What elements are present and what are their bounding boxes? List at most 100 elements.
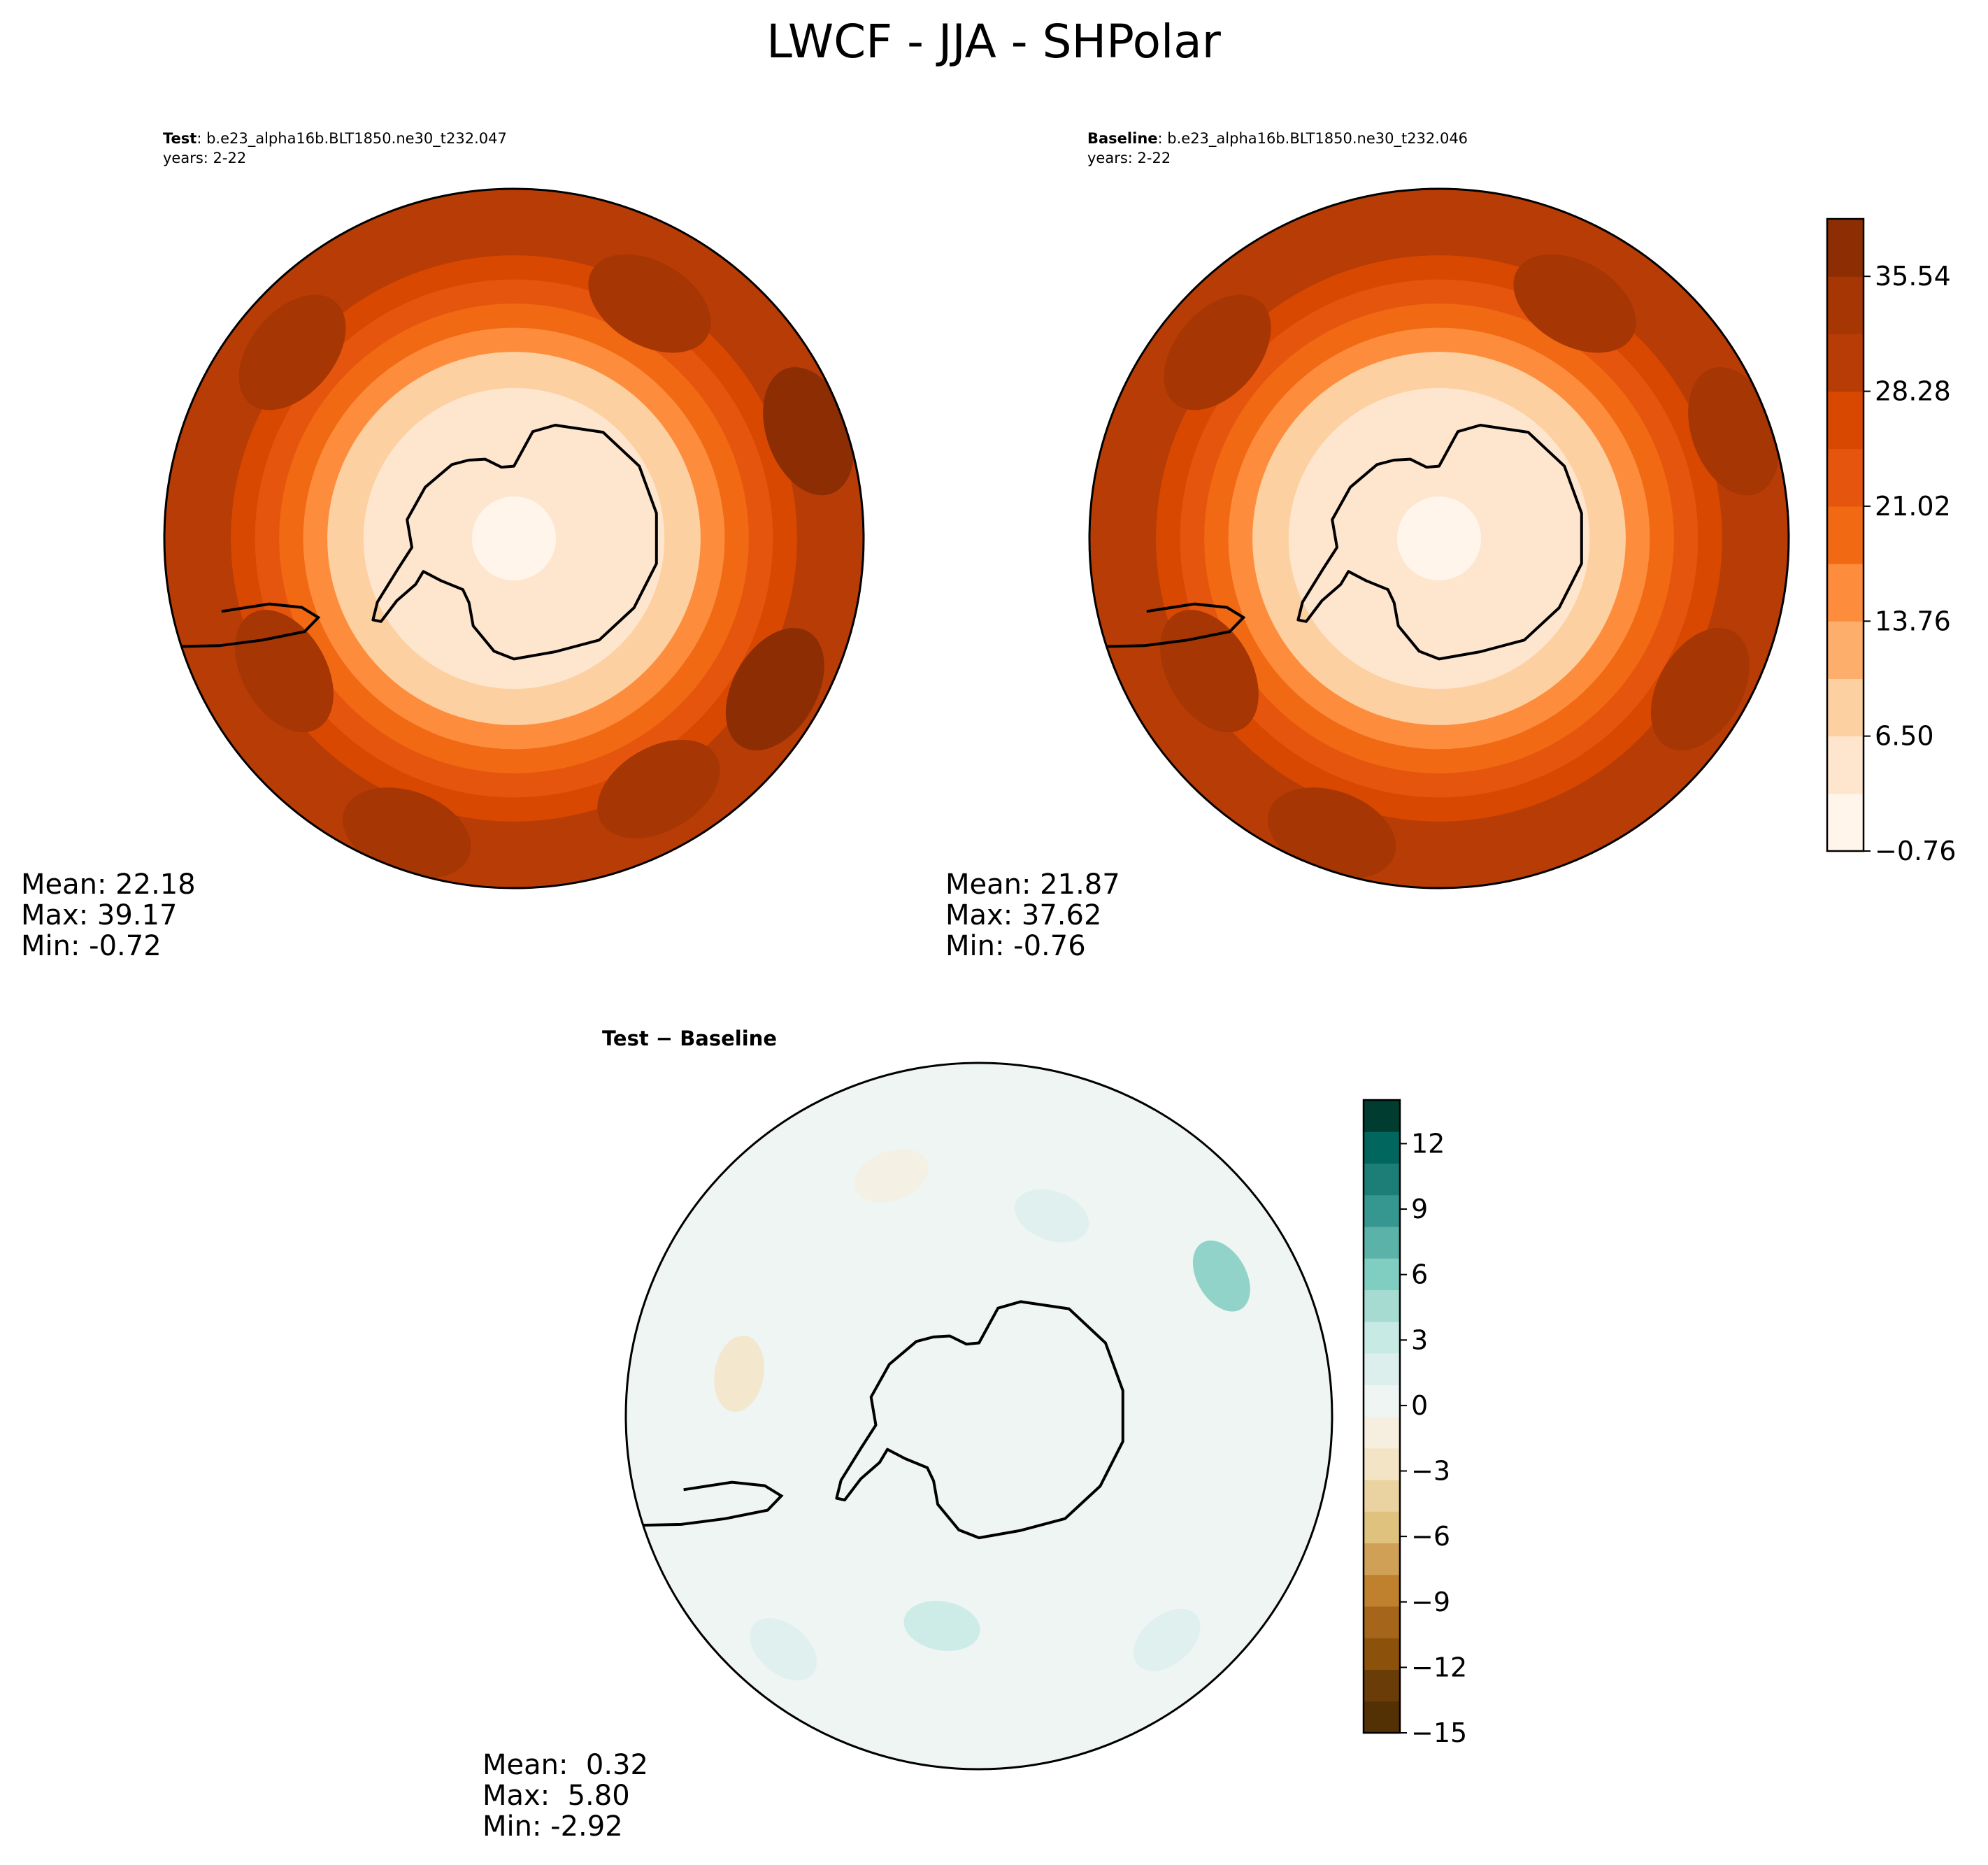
panel-test: Test: b.e23_alpha16b.BLT1850.ne30_t232.0…	[21, 130, 865, 962]
colorbar-segment	[1827, 678, 1864, 737]
test-map	[164, 189, 864, 888]
colorbar-segment	[1364, 1669, 1400, 1702]
baseline-title-rest: : b.e23_alpha16b.BLT1850.ne30_t232.046	[1158, 130, 1468, 148]
colorbar-segment	[1364, 1131, 1400, 1164]
baseline-coastline	[1106, 424, 1583, 661]
diff-blob	[903, 1601, 980, 1651]
panel-diff: Test − Baseline Mean: 0.32 Max: 5.80 Min…	[482, 1027, 1333, 1843]
colorbar-segment	[1827, 621, 1864, 679]
colorbar-tick-label: 9	[1411, 1194, 1428, 1224]
colorbar-segment	[1364, 1163, 1400, 1196]
test-title-rest: : b.e23_alpha16b.BLT1850.ne30_t232.047	[196, 130, 507, 148]
test-max: Max: 39.17	[21, 899, 177, 931]
baseline-min: Min: -0.76	[945, 930, 1086, 962]
diff-blob	[714, 1336, 764, 1413]
colorbar-segment	[1364, 1321, 1400, 1354]
baseline-years: years: 2-22	[1087, 150, 1171, 166]
colorbar-segment	[1827, 736, 1864, 794]
diff-max: Max: 5.80	[482, 1780, 630, 1812]
test-field	[164, 189, 864, 888]
field-blob	[597, 739, 720, 838]
test-coastline	[181, 424, 658, 661]
colorbar-tick-label: −0.76	[1875, 836, 1956, 866]
colorbar-tick-label: 3	[1411, 1324, 1428, 1355]
diff-blob	[1015, 1189, 1089, 1243]
colorbar-tick-label: 35.54	[1875, 261, 1951, 292]
diff-map-boundary	[624, 1062, 1333, 1771]
south-america-coastline	[643, 1480, 784, 1527]
colorbar-segment	[1364, 1638, 1400, 1670]
field-blob	[238, 294, 346, 410]
colorbar-diff: −15 −12 −9 −6 −3 0 3 6 9 12	[1362, 1099, 1467, 1748]
colorbar-tick-label: −12	[1411, 1652, 1467, 1682]
colorbar-segment	[1364, 1480, 1400, 1512]
baseline-max: Max: 37.62	[945, 899, 1101, 931]
field-blob	[343, 787, 471, 879]
baseline-field	[1089, 189, 1789, 888]
field-blob	[1650, 627, 1750, 751]
diff-blob	[854, 1149, 929, 1203]
baseline-map	[1089, 189, 1789, 888]
colorbar-segment	[1364, 1416, 1400, 1449]
colorbar-segment	[1827, 506, 1864, 564]
field-zone	[472, 496, 556, 580]
diff-field	[626, 1063, 1332, 1769]
baseline-mean: Mean: 21.87	[945, 869, 1120, 901]
colorbar-tick-label: −3	[1411, 1456, 1450, 1487]
colorbar-segment	[1364, 1258, 1400, 1290]
baseline-map-boundary	[1088, 187, 1790, 889]
field-blob	[1164, 294, 1271, 410]
colorbar-segment	[1364, 1385, 1400, 1417]
colorbar-segment	[1364, 1448, 1400, 1480]
diff-blob	[1133, 1608, 1201, 1671]
colorbar-segment	[1827, 391, 1864, 450]
field-blob	[588, 254, 711, 353]
baseline-title: Baseline: b.e23_alpha16b.BLT1850.ne30_t2…	[1087, 130, 1468, 148]
colorbar-segment	[1364, 1701, 1400, 1734]
field-blob	[1688, 367, 1780, 496]
colorbar-segment	[1364, 1511, 1400, 1543]
colorbar-tick-label: −15	[1411, 1717, 1467, 1748]
colorbar-segment	[1827, 219, 1864, 277]
diff-coastline	[643, 1300, 1124, 1540]
colorbar-segment	[1827, 334, 1864, 392]
colorbar-tick-label: −6	[1411, 1521, 1450, 1552]
colorbar-tick-label: −9	[1411, 1587, 1450, 1617]
colorbar-segment	[1827, 276, 1864, 334]
colorbar-tick-label: 28.28	[1875, 376, 1951, 407]
colorbar-tick-label: 0	[1411, 1390, 1428, 1421]
colorbar-segment	[1364, 1227, 1400, 1259]
diff-map	[626, 1063, 1332, 1769]
antarctica-coastline	[371, 424, 658, 661]
diff-mean: Mean: 0.32	[482, 1749, 648, 1781]
diff-title: Test − Baseline	[602, 1027, 777, 1050]
diff-background	[626, 1063, 1332, 1769]
colorbar-segment	[1364, 1543, 1400, 1575]
colorbar-segment	[1364, 1353, 1400, 1385]
colorbar-tick-label: 13.76	[1875, 606, 1951, 636]
diff-blob	[1192, 1240, 1250, 1312]
antarctica-coastline	[1296, 424, 1583, 661]
colorbar-segment	[1827, 448, 1864, 507]
colorbar-segment	[1364, 1289, 1400, 1322]
colorbar-segment	[1827, 793, 1864, 852]
field-blob	[763, 367, 854, 496]
colorbar-segment	[1364, 1194, 1400, 1227]
test-title: Test: b.e23_alpha16b.BLT1850.ne30_t232.0…	[163, 130, 507, 148]
test-title-bold: Test	[163, 130, 196, 147]
field-blob	[1268, 787, 1396, 879]
antarctica-coastline	[835, 1300, 1124, 1540]
panel-baseline: Baseline: b.e23_alpha16b.BLT1850.ne30_t2…	[945, 130, 1790, 962]
colorbar-segment	[1364, 1574, 1400, 1607]
colorbar-segment	[1827, 564, 1864, 622]
figure-title: LWCF - JJA - SHPolar	[766, 15, 1222, 69]
colorbar-segment	[1364, 1606, 1400, 1638]
test-years: years: 2-22	[163, 150, 246, 166]
baseline-title-bold: Baseline	[1087, 130, 1158, 147]
diff-blob	[750, 1618, 817, 1680]
diff-min: Min: -2.92	[482, 1810, 623, 1843]
test-min: Min: -0.72	[21, 930, 162, 962]
field-blob	[725, 627, 824, 751]
colorbar-tick-label: 21.02	[1875, 491, 1951, 522]
